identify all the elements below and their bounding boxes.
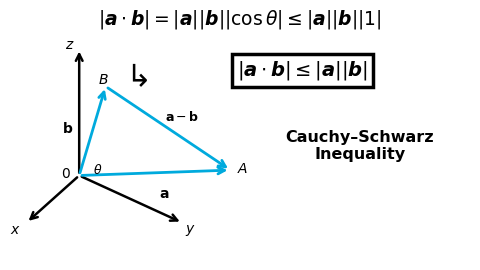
Text: $\mathbf{a}$: $\mathbf{a}$ <box>159 187 169 201</box>
Text: $\Lsh$: $\Lsh$ <box>131 56 157 85</box>
Text: Cauchy–Schwarz
Inequality: Cauchy–Schwarz Inequality <box>286 130 434 162</box>
Text: $\mathbf{b}$: $\mathbf{b}$ <box>61 121 73 136</box>
Text: y: y <box>185 222 194 237</box>
Text: 0: 0 <box>61 167 70 181</box>
Text: $\mathbf{a} - \mathbf{b}$: $\mathbf{a} - \mathbf{b}$ <box>165 110 200 124</box>
Text: x: x <box>10 222 19 237</box>
Text: B: B <box>98 73 108 87</box>
Text: A: A <box>238 162 247 176</box>
Text: $|\boldsymbol{a} \cdot \boldsymbol{b}| \leq |\boldsymbol{a}||\boldsymbol{b}|$: $|\boldsymbol{a} \cdot \boldsymbol{b}| \… <box>237 59 368 82</box>
Text: $|\boldsymbol{a} \cdot \boldsymbol{b}| = |\boldsymbol{a}||\boldsymbol{b}||\cos\t: $|\boldsymbol{a} \cdot \boldsymbol{b}| =… <box>98 8 382 31</box>
Text: $\theta$: $\theta$ <box>93 163 102 177</box>
Text: z: z <box>65 38 72 52</box>
